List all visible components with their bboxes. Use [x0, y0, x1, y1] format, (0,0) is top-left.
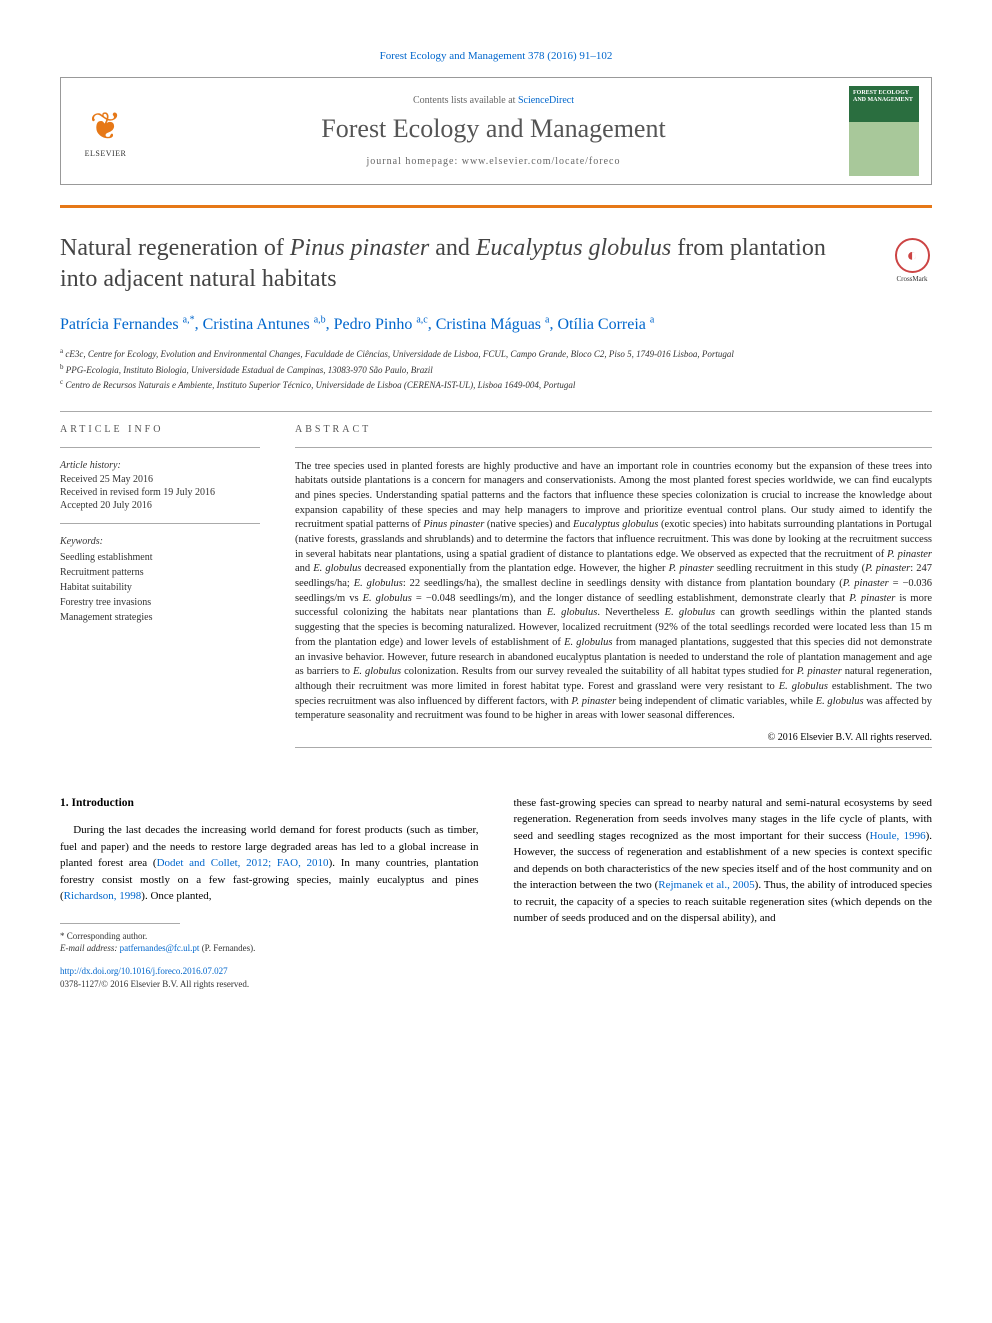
affiliation: a cE3c, Centre for Ecology, Evolution an… [60, 346, 932, 362]
author[interactable]: Patrícia Fernandes a,* [60, 316, 195, 333]
elsevier-logo[interactable]: ❦ ELSEVIER [73, 94, 138, 169]
keyword: Habitat suitability [60, 580, 260, 595]
history-heading: Article history: [60, 460, 260, 471]
crossmark-icon: ◐ [895, 238, 930, 273]
history-item: Accepted 20 July 2016 [60, 500, 260, 511]
history-item: Received 25 May 2016 [60, 474, 260, 485]
journal-homepage[interactable]: journal homepage: www.elsevier.com/locat… [158, 156, 829, 167]
abstract-column: ABSTRACT The tree species used in plante… [295, 424, 932, 760]
top-citation[interactable]: Forest Ecology and Management 378 (2016)… [60, 50, 932, 62]
body-column-left: 1. Introduction During the last decades … [60, 795, 479, 992]
article-page: Forest Ecology and Management 378 (2016)… [0, 0, 992, 1022]
author[interactable]: Pedro Pinho a,c [334, 316, 428, 333]
abstract-heading: ABSTRACT [295, 424, 932, 435]
article-title: Natural regeneration of Pinus pinaster a… [60, 233, 852, 295]
author[interactable]: Cristina Antunes a,b [203, 316, 326, 333]
authors-line: Patrícia Fernandes a,*, Cristina Antunes… [60, 313, 932, 336]
keyword: Recruitment patterns [60, 565, 260, 580]
article-info-heading: ARTICLE INFO [60, 424, 260, 435]
title-mid: and [429, 235, 476, 261]
abstract-text: The tree species used in planted forests… [295, 460, 932, 724]
corresp-heading: * Corresponding author. [60, 930, 479, 943]
journal-cover-thumbnail[interactable]: FOREST ECOLOGY AND MANAGEMENT [849, 86, 919, 176]
email-link[interactable]: patfernandes@fc.ul.pt [120, 943, 200, 953]
cover-title: FOREST ECOLOGY AND MANAGEMENT [853, 90, 915, 103]
keyword: Forestry tree invasions [60, 595, 260, 610]
rule [60, 411, 932, 412]
section-heading-1: 1. Introduction [60, 795, 479, 812]
affiliation: b PPG-Ecologia, Instituto Biologia, Univ… [60, 362, 932, 378]
rule [60, 523, 260, 524]
elsevier-name: ELSEVIER [85, 149, 127, 158]
header-center: Contents lists available at ScienceDirec… [158, 95, 829, 167]
journal-header: ❦ ELSEVIER Contents lists available at S… [60, 77, 932, 185]
journal-name: Forest Ecology and Management [158, 114, 829, 144]
body-paragraph: During the last decades the increasing w… [60, 822, 479, 905]
author[interactable]: Cristina Máguas a [436, 316, 550, 333]
corresponding-note: * Corresponding author. E-mail address: … [60, 930, 479, 955]
doi-block: http://dx.doi.org/10.1016/j.foreco.2016.… [60, 965, 479, 992]
rule [295, 447, 932, 448]
keywords-list: Seedling establishment Recruitment patte… [60, 550, 260, 625]
keyword: Management strategies [60, 610, 260, 625]
contents-text: Contents lists available at [413, 95, 518, 106]
email-label: E-mail address: [60, 943, 120, 953]
orange-rule [60, 205, 932, 208]
email-author: (P. Fernandes). [199, 943, 255, 953]
contents-line: Contents lists available at ScienceDirec… [158, 95, 829, 106]
info-abstract-row: ARTICLE INFO Article history: Received 2… [60, 424, 932, 760]
issn-line: 0378-1127/© 2016 Elsevier B.V. All right… [60, 978, 479, 992]
title-block: ◐ CrossMark Natural regeneration of Pinu… [60, 233, 932, 295]
sciencedirect-link[interactable]: ScienceDirect [518, 95, 574, 106]
body-column-right: these fast-growing species can spread to… [514, 795, 933, 992]
keyword: Seedling establishment [60, 550, 260, 565]
title-pre: Natural regeneration of [60, 235, 290, 261]
copyright-line: © 2016 Elsevier B.V. All rights reserved… [295, 732, 932, 743]
title-species1: Pinus pinaster [290, 235, 429, 261]
rule [60, 447, 260, 448]
keywords-heading: Keywords: [60, 536, 260, 547]
article-info: ARTICLE INFO Article history: Received 2… [60, 424, 260, 760]
doi-link[interactable]: http://dx.doi.org/10.1016/j.foreco.2016.… [60, 966, 228, 976]
footnote-rule [60, 923, 180, 924]
crossmark-label: CrossMark [882, 275, 942, 283]
body-columns: 1. Introduction During the last decades … [60, 795, 932, 992]
author[interactable]: Otília Correia a [557, 316, 654, 333]
elsevier-tree-icon: ❦ [90, 104, 122, 149]
title-species2: Eucalyptus globulus [476, 235, 671, 261]
rule [295, 747, 932, 748]
crossmark-badge[interactable]: ◐ CrossMark [882, 238, 942, 283]
affiliation: c Centro de Recursos Naturais e Ambiente… [60, 377, 932, 393]
history-item: Received in revised form 19 July 2016 [60, 487, 260, 498]
corresp-email: E-mail address: patfernandes@fc.ul.pt (P… [60, 942, 479, 955]
body-paragraph: these fast-growing species can spread to… [514, 795, 933, 927]
affiliations: a cE3c, Centre for Ecology, Evolution an… [60, 346, 932, 393]
